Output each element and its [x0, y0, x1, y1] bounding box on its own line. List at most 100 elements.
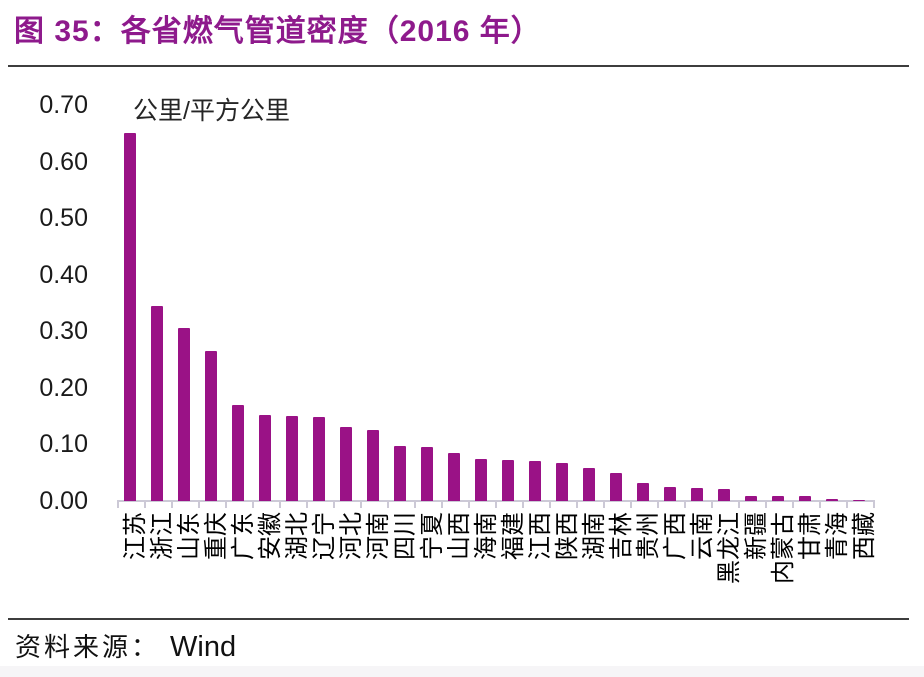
bar [313, 417, 325, 501]
x-axis-tick [224, 500, 227, 508]
x-axis-label: 四川 [392, 512, 419, 560]
bar [421, 447, 433, 501]
x-axis-tick [197, 500, 200, 508]
bar [637, 483, 649, 501]
x-axis-label: 河北 [338, 512, 365, 560]
x-axis-label: 湖北 [284, 512, 311, 560]
x-axis-tick [116, 500, 119, 508]
x-axis-label: 宁夏 [419, 512, 446, 560]
x-axis-tick [386, 500, 389, 508]
x-axis-label: 吉林 [608, 512, 635, 560]
x-axis-tick [710, 500, 713, 508]
x-axis-label: 陕西 [554, 512, 581, 560]
bar [718, 489, 730, 501]
bar [367, 430, 379, 501]
x-axis-label: 西藏 [851, 512, 878, 560]
x-axis-label: 广西 [662, 512, 689, 560]
x-axis-tick [602, 500, 605, 508]
x-axis-tick [575, 500, 578, 508]
x-axis-label: 新疆 [743, 512, 770, 560]
bar [799, 496, 811, 501]
x-axis-tick [656, 500, 659, 508]
x-axis-label: 山西 [446, 512, 473, 560]
bar [556, 463, 568, 501]
bar [529, 461, 541, 501]
bar [853, 500, 865, 501]
bar [124, 133, 136, 501]
x-axis-tick [305, 500, 308, 508]
y-axis-unit-label: 公里/平方公里 [133, 97, 290, 125]
source-line: 资料来源： Wind [15, 627, 236, 664]
x-axis-tick [413, 500, 416, 508]
x-axis-tick [791, 500, 794, 508]
source-value: Wind [170, 631, 237, 663]
footer-separator-line [8, 618, 909, 620]
x-axis-tick [548, 500, 551, 508]
bar [664, 487, 676, 501]
bar [826, 499, 838, 501]
x-axis-tick [332, 500, 335, 508]
x-axis-label: 广东 [230, 512, 257, 560]
bar [745, 496, 757, 501]
bar [178, 328, 190, 501]
bar [772, 496, 784, 501]
x-axis-label: 辽宁 [311, 512, 338, 560]
y-axis-tick-label: 0.00 [39, 487, 88, 515]
x-axis-label: 江苏 [122, 512, 149, 560]
figure-title: 图 35：各省燃气管道密度（2016 年） [14, 15, 542, 48]
x-axis-label: 贵州 [635, 512, 662, 560]
title-separator-line [8, 65, 909, 67]
x-axis-tick [467, 500, 470, 508]
x-axis-label: 湖南 [581, 512, 608, 560]
x-axis-label: 河南 [365, 512, 392, 560]
x-axis-tick [359, 500, 362, 508]
y-axis-tick-label: 0.60 [39, 147, 88, 176]
x-axis-label: 云南 [689, 512, 716, 560]
y-axis-tick-label: 0.50 [39, 204, 88, 233]
x-axis-tick [872, 500, 875, 508]
x-axis-label: 青海 [824, 512, 851, 560]
bar [583, 468, 595, 501]
bar [286, 416, 298, 501]
bar [394, 446, 406, 501]
x-axis-tick [278, 500, 281, 508]
x-axis-tick [143, 500, 146, 508]
source-label: 资料来源： [15, 633, 161, 662]
bar [691, 488, 703, 501]
bar [475, 459, 487, 501]
bar-chart: 公里/平方公里 0.00 0.10 0.20 0.30 0.40 0.50 0.60 0.70… [39, 91, 878, 584]
x-axis-label: 山东 [176, 512, 203, 560]
y-axis-tick-label: 0.20 [39, 373, 88, 402]
x-axis-label: 内蒙古 [770, 512, 797, 584]
y-axis-tick-label: 0.40 [39, 260, 88, 289]
x-axis-tick [845, 500, 848, 508]
x-axis-tick [683, 500, 686, 508]
bar [610, 473, 622, 501]
y-axis-tick-label: 0.30 [39, 317, 88, 346]
bar [259, 415, 271, 501]
x-axis-label: 安徽 [257, 512, 284, 560]
x-axis-tick [521, 500, 524, 508]
bar [205, 351, 217, 501]
bar [502, 460, 514, 501]
x-axis-label: 甘肃 [797, 512, 824, 560]
x-axis-tick [818, 500, 821, 508]
x-axis-tick [440, 500, 443, 508]
bar [151, 306, 163, 501]
page-bottom-band [0, 666, 924, 677]
x-axis-label: 黑龙江 [716, 512, 743, 584]
x-axis-tick [737, 500, 740, 508]
x-axis-label: 重庆 [203, 512, 230, 560]
x-axis-label: 海南 [473, 512, 500, 560]
y-axis-tick-label: 0.10 [39, 430, 88, 459]
x-axis-label: 浙江 [149, 512, 176, 560]
bar [340, 427, 352, 501]
bar [232, 405, 244, 501]
x-axis-tick [170, 500, 173, 508]
y-axis-tick-label: 0.70 [39, 91, 88, 119]
x-axis-label: 江西 [527, 512, 554, 560]
x-axis-tick [251, 500, 254, 508]
x-axis-label: 福建 [500, 512, 527, 560]
bar [448, 453, 460, 501]
